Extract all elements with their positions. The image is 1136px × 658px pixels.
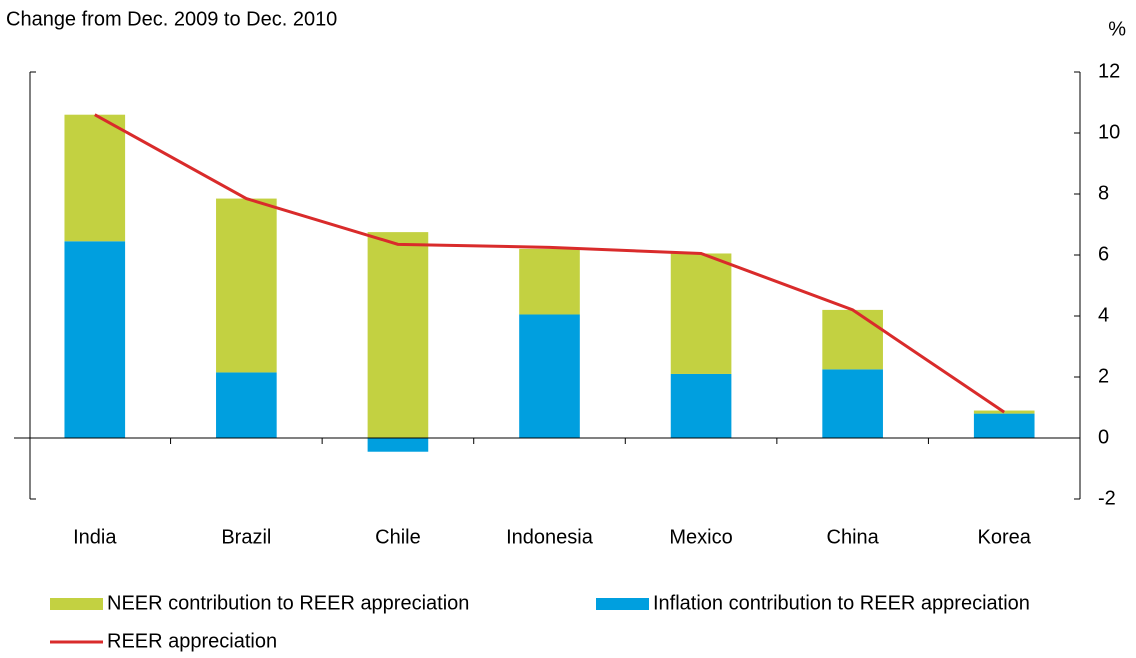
bar [670,253,732,374]
legend-swatch [50,598,103,610]
bar [64,241,126,438]
chart-subtitle: Change from Dec. 2009 to Dec. 2010 [6,8,337,30]
y-tick-label: -2 [1098,487,1116,509]
x-tick-label: India [73,526,117,548]
x-tick-label: Indonesia [506,526,594,548]
legend-label: REER appreciation [107,630,277,652]
y-tick-label: 8 [1098,182,1109,204]
legend-label: Inflation contribution to REER appreciat… [653,592,1030,614]
y-tick-label: 10 [1098,121,1120,143]
bar [519,314,580,438]
bar [822,309,883,370]
line-series [94,113,1006,414]
y-tick-label: 4 [1098,304,1109,326]
x-tick-label: Korea [978,526,1032,548]
x-tick-label: Brazil [221,526,271,548]
bar [64,114,126,242]
x-tick-label: Mexico [669,526,732,548]
bar [822,369,883,438]
bar [367,438,429,452]
legend-swatch [596,598,649,610]
x-tick-label: China [827,526,880,548]
bar [216,198,277,373]
legend-label: NEER contribution to REER appreciation [107,592,469,614]
y-tick-label: 6 [1098,243,1109,265]
y-tick-label: 2 [1098,365,1109,387]
y-axis-label: % [1108,18,1126,40]
y-tick-label: 0 [1098,426,1109,448]
bar [367,232,429,438]
bar [670,373,732,438]
bar [519,248,580,315]
x-tick-label: Chile [375,526,421,548]
y-tick-label: 12 [1098,60,1120,82]
bar [973,413,1035,438]
bar [216,372,277,438]
